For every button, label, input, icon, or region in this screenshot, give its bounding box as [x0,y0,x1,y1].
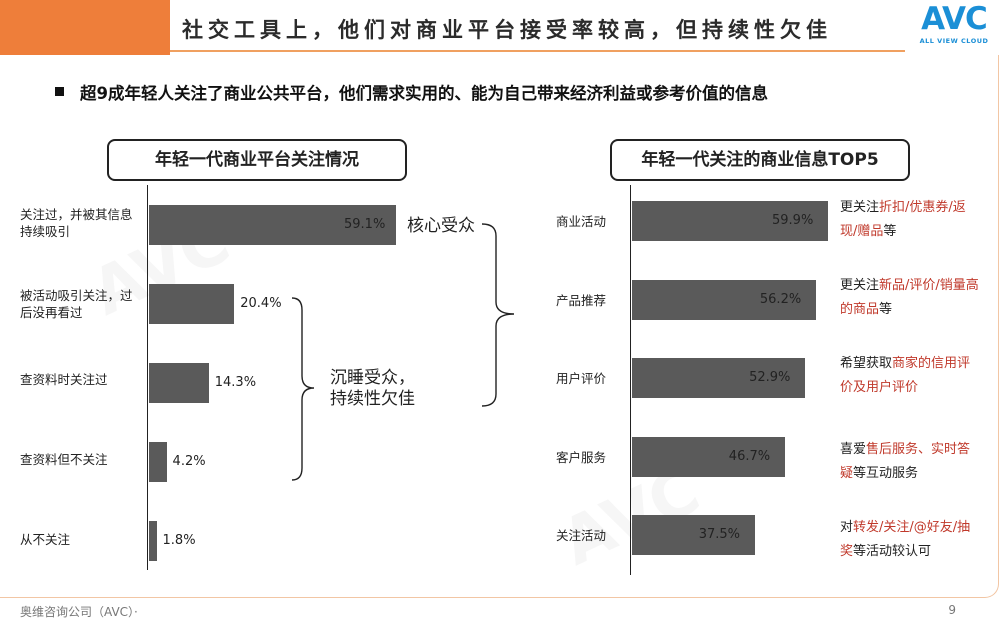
category-label: 用户评价 [556,371,607,386]
avc-logo: AVC ALL VIEW CLOUD [912,1,996,49]
headline: 超9成年轻人关注了商业公共平台，他们需求实用的、能为自己带来经济利益或参考价值的… [80,84,768,103]
note-plain: 更关注 [840,200,880,215]
page-number: 9 [948,603,956,617]
footer-source: 奥维咨询公司（AVC）· [20,605,138,619]
dormant-label-line: 持续性欠佳 [330,389,415,409]
bar [149,205,396,245]
value-label: 52.9% [749,370,791,385]
value-label: 4.2% [172,454,206,469]
core-audience-label: 核心受众 [407,216,475,236]
logo-wordmark: AVC [921,1,988,37]
bar [632,279,816,320]
bar [149,442,167,482]
note-highlight: 转发/关注/@好友/抽奖 [840,520,971,559]
note-text: 更关注折扣/优惠券/返现/赠品等 [840,196,980,244]
category-label: 被活动吸引关注，过后没再看过 [20,288,133,320]
content-frame [0,55,999,598]
value-label: 59.9% [772,213,814,228]
bar [149,521,157,561]
note-highlight: 售后服务、实时答疑 [840,442,971,481]
left-chart-title: 年轻一代商业平台关注情况 [107,139,407,181]
value-label: 1.8% [162,533,196,548]
category-label: 关注过，并被其信息持续吸引 [20,207,133,239]
category-label: 客户服务 [556,449,607,465]
value-label: 56.2% [759,291,802,307]
note-plain: 等互动服务 [853,466,919,481]
value-label: 59.1% [344,217,386,232]
note-text: 对转发/关注/@好友/抽奖等活动较认可 [840,516,980,564]
logo-subtext: ALL VIEW CLOUD [919,37,989,45]
bullet-square [55,87,64,96]
right-chart-title: 年轻一代关注的商业信息TOP5 [610,139,910,181]
category-label: 关注活动 [556,528,607,543]
note-highlight: 折扣/优惠券/返现/赠品 [840,200,966,239]
title-underline [170,50,905,52]
category-label: 查资料时关注过 [20,372,108,387]
category-label: 商业活动 [556,214,607,229]
slide-title: 社交工具上，他们对商业平台接受率较高，但持续性欠佳 [182,18,832,42]
category-label: 查资料但不关注 [20,452,108,467]
dormant-audience-label: 沉睡受众， 持续性欠佳 [330,368,415,410]
note-text: 喜爱售后服务、实时答疑等互动服务 [840,438,980,486]
note-highlight: 新品/评价/销量高的商品 [840,278,979,317]
brace-dormant [291,297,315,481]
note-highlight: 商家的信用评价及用户评价 [840,356,971,395]
bar [149,284,235,324]
note-text: 更关注新品/评价/销量高的商品等 [840,274,980,322]
brace-core [481,223,515,407]
value-label: 20.4% [240,296,282,311]
note-text: 希望获取商家的信用评价及用户评价 [840,352,980,400]
note-plain: 对 [840,520,854,535]
note-plain: 等 [883,224,897,239]
dormant-label-line: 沉睡受众， [330,368,415,388]
note-plain: 希望获取 [840,356,893,371]
value-label: 46.7% [728,448,771,464]
header-accent-block [0,0,170,55]
left-chart-axis [147,185,148,570]
value-label: 14.3% [214,375,257,390]
note-plain: 更关注 [840,278,880,293]
bar [632,436,785,477]
category-label: 从不关注 [20,532,71,547]
right-chart-axis [630,185,631,575]
value-label: 37.5% [698,527,741,542]
bar [632,358,806,398]
note-plain: 等活动较认可 [853,544,932,559]
bar [149,363,209,403]
note-plain: 等 [879,302,893,317]
bar [632,201,828,241]
category-label: 产品推荐 [556,292,607,308]
note-plain: 喜爱 [840,442,867,457]
bar [632,515,755,555]
